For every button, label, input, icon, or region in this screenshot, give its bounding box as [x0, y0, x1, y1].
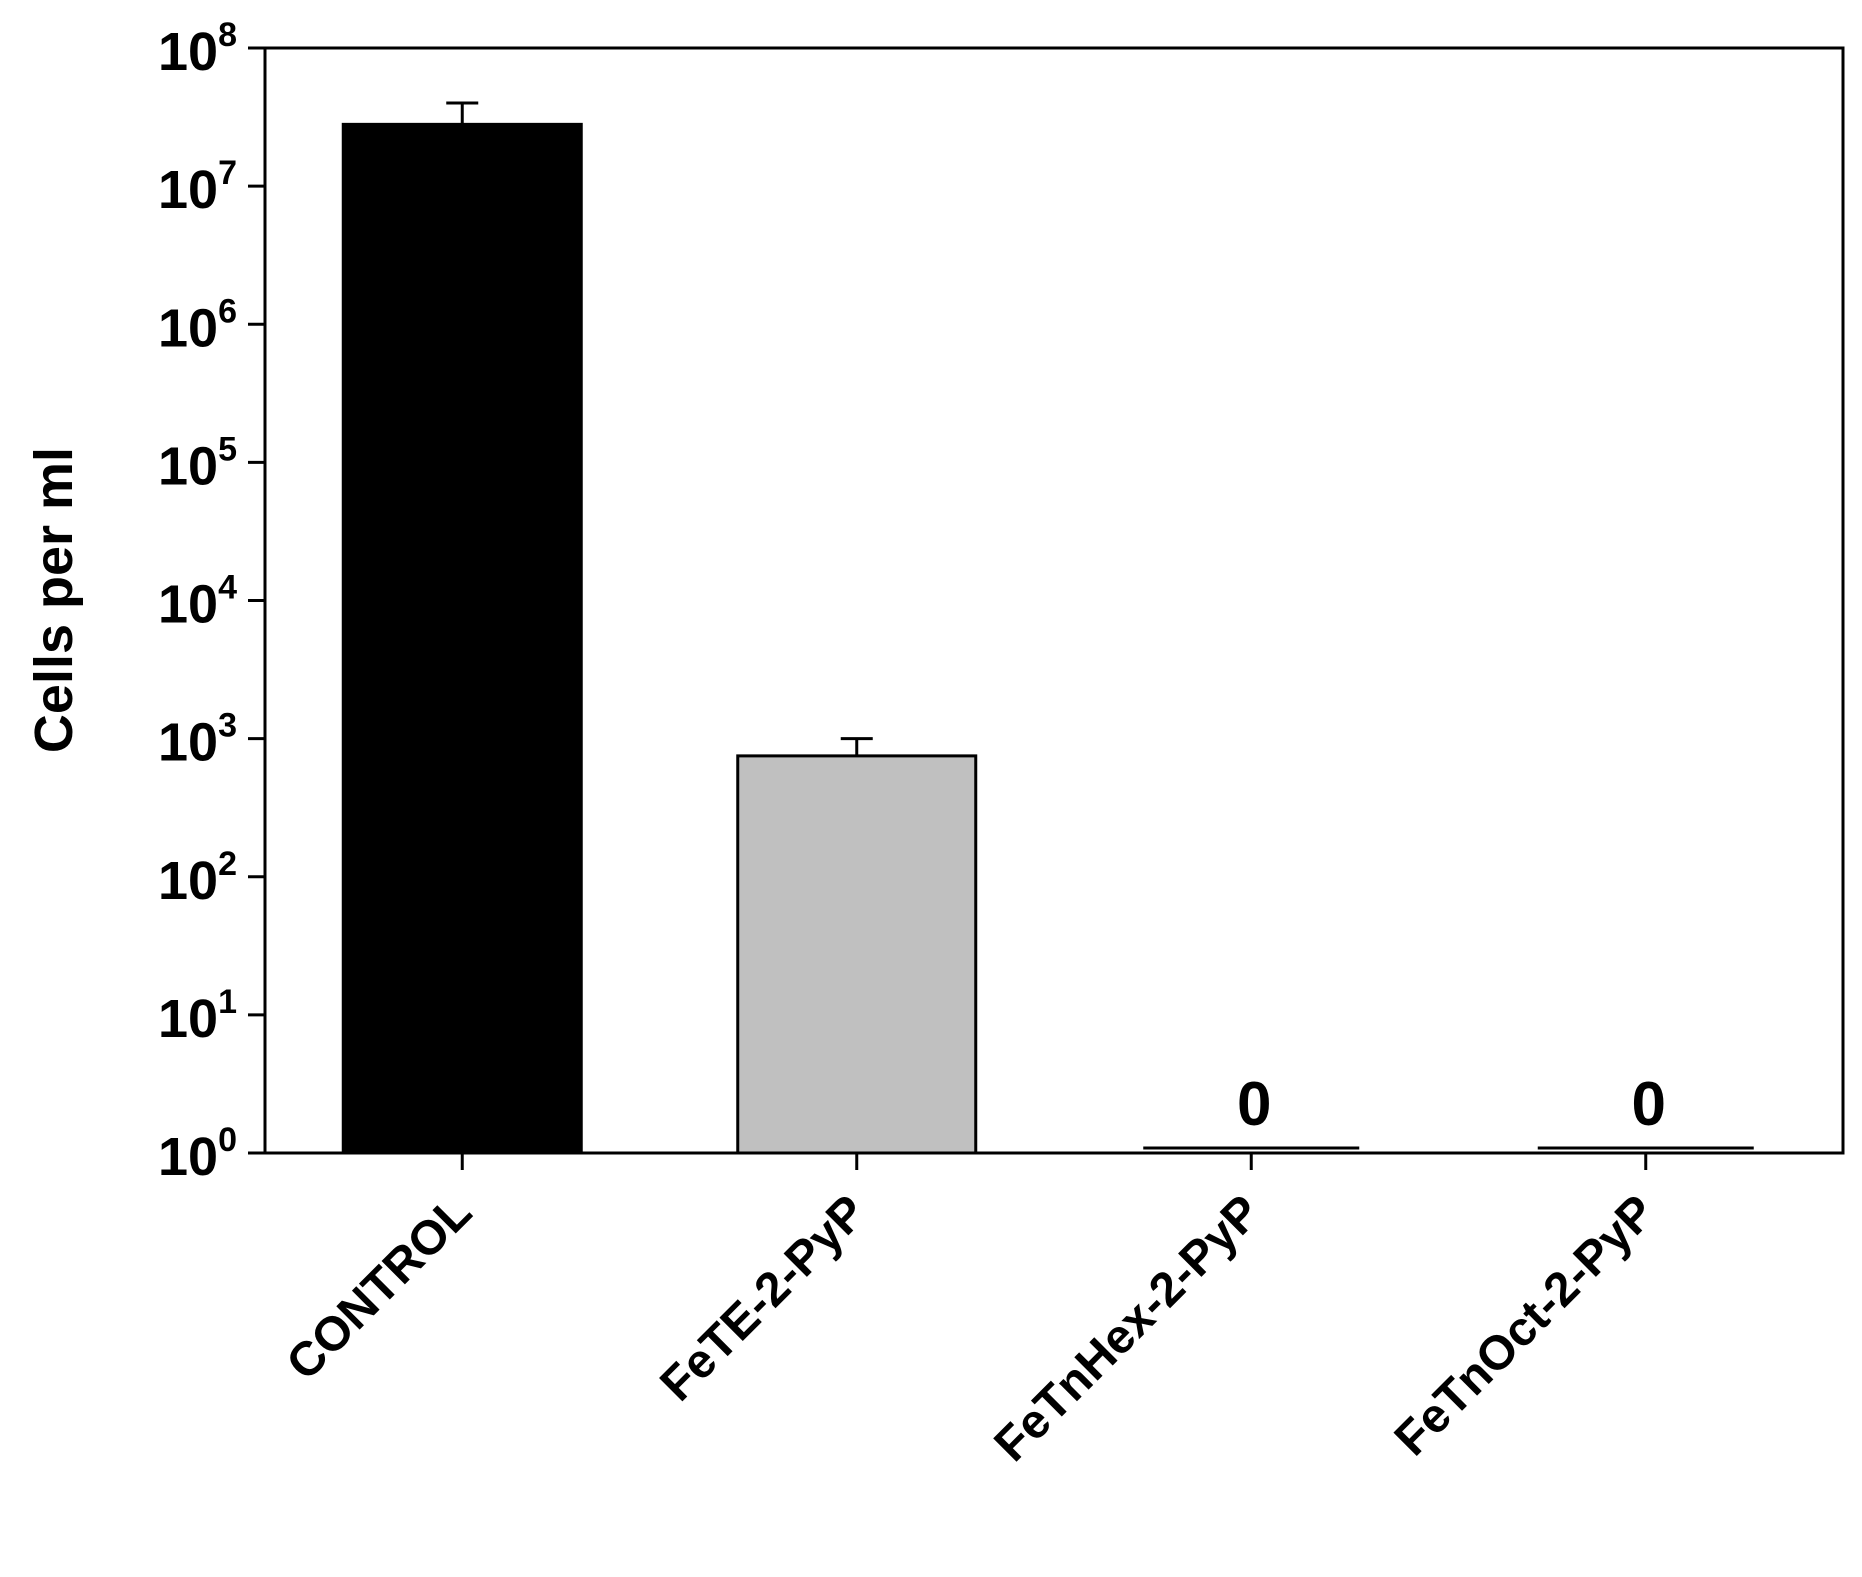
y-tick-label: 103 — [158, 707, 237, 773]
y-tick-label: 102 — [158, 845, 237, 911]
x-tick-label: CONTROL — [277, 1185, 482, 1390]
bar — [736, 754, 978, 1155]
x-tick-label: FeTE-2-PyP — [650, 1185, 876, 1411]
y-tick-label: 105 — [158, 430, 237, 496]
x-tick-label: FeTnHex-2-PyP — [985, 1185, 1271, 1471]
y-tick-label: 107 — [158, 154, 237, 220]
x-tick-label: FeTnOct-2-PyP — [1385, 1185, 1666, 1466]
y-tick-label: 108 — [158, 16, 237, 82]
data-label: 0 — [1632, 1070, 1666, 1139]
y-axis-label: Cells per ml — [24, 447, 84, 753]
y-tick-label: 101 — [158, 983, 237, 1049]
y-tick-label: 106 — [158, 292, 237, 358]
bar — [341, 122, 583, 1155]
y-tick-label: 104 — [158, 569, 237, 635]
y-tick-label: 100 — [158, 1121, 237, 1187]
y-axis: 100 101 102 103 104 105 106 107 108 — [158, 16, 265, 1187]
x-axis: CONTROL FeTE-2-PyP FeTnHex-2-PyP FeTnOct-2-… — [277, 1153, 1666, 1472]
data-label: 0 — [1237, 1070, 1271, 1139]
